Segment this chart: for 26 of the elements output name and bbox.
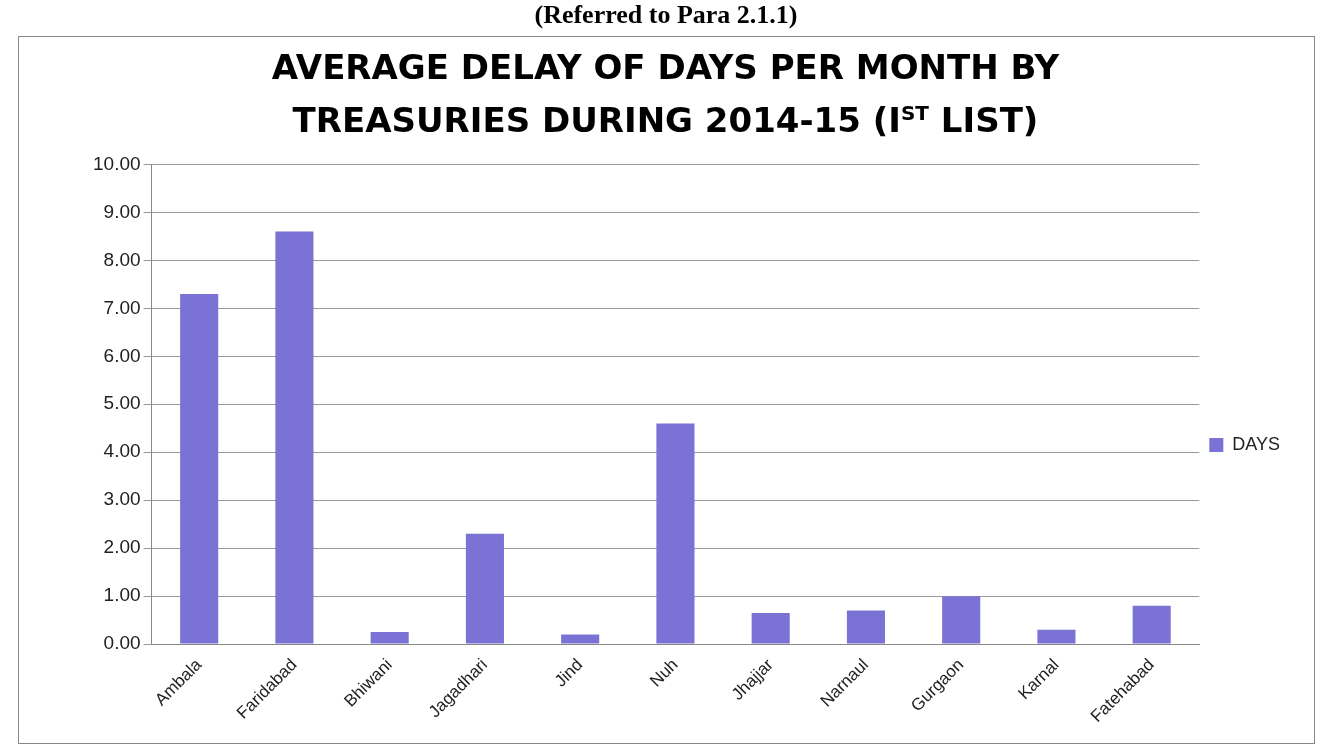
bar	[656, 423, 695, 644]
bar	[942, 596, 981, 644]
y-tick-label: 8.00	[103, 248, 141, 270]
bar	[1037, 629, 1076, 644]
y-tick-label: 7.00	[103, 296, 141, 318]
y-tick-label: 2.00	[103, 536, 141, 558]
bar	[1132, 605, 1171, 644]
y-tick-label: 1.00	[103, 584, 141, 606]
bar	[370, 632, 409, 644]
y-tick-label: 9.00	[103, 200, 141, 222]
y-tick-label: 4.00	[103, 440, 141, 462]
bar	[561, 634, 600, 644]
x-tick-label: Nuh	[646, 655, 682, 691]
y-tick-label: 6.00	[103, 344, 141, 366]
legend-label: DAYS	[1232, 433, 1281, 454]
y-tick-label: 5.00	[103, 392, 141, 414]
y-tick-label: 10.00	[93, 152, 141, 174]
chart-title: AVERAGE DELAY OF DAYS PER MONTH BY TREASURIES DURING 2014-15 (I$^{ST}$ LIST)	[270, 46, 1061, 143]
text: (Referred to Para 2.1.1)	[533, 0, 799, 30]
y-tick-label: 3.00	[103, 488, 141, 510]
bar	[846, 610, 885, 644]
y-tick-label: 0.00	[103, 632, 141, 654]
bar	[751, 612, 790, 644]
bar	[275, 231, 314, 644]
bar	[465, 533, 504, 644]
bar	[180, 293, 219, 644]
